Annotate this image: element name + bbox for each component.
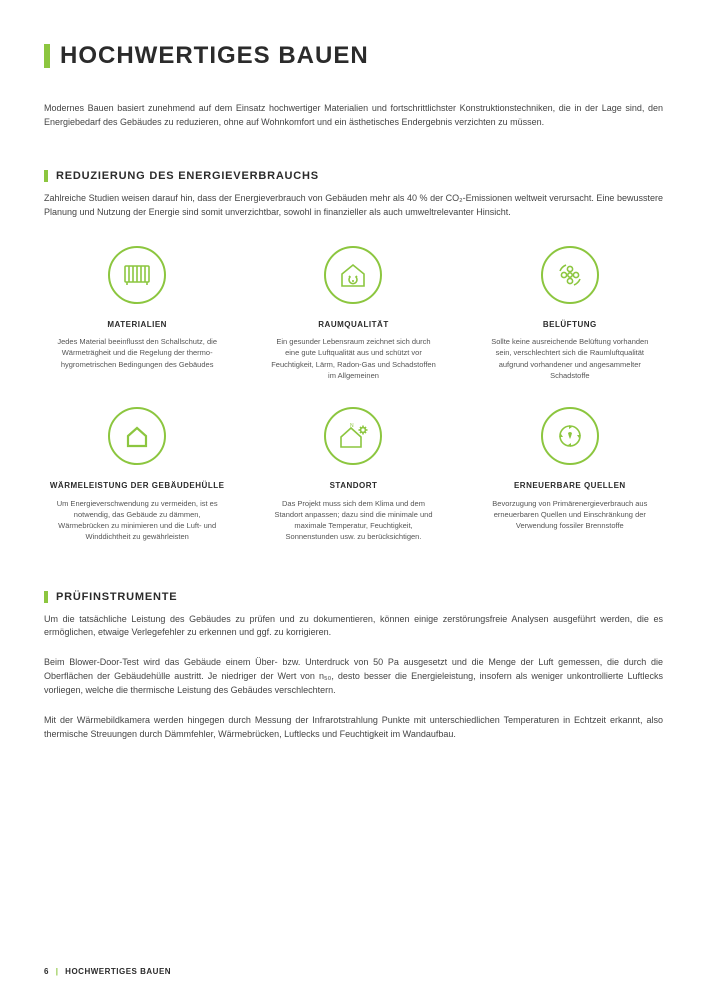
page-title: HOCHWERTIGES BAUEN bbox=[44, 42, 663, 70]
house-sun-compass-icon: N bbox=[324, 407, 382, 465]
accent-bar-small bbox=[44, 170, 48, 182]
house-outline-icon bbox=[108, 407, 166, 465]
features-grid: MATERIALIEN Jedes Material beeinflusst d… bbox=[44, 246, 663, 543]
accent-bar bbox=[44, 44, 50, 68]
svg-text:N: N bbox=[350, 423, 354, 429]
feature-title: STANDORT bbox=[330, 481, 378, 491]
feature-waermeleistung: WÄRMELEISTUNG DER GEBÄUDEHÜLLE Um Energi… bbox=[44, 407, 230, 542]
feature-desc: Ein gesunder Lebensraum zeichnet sich du… bbox=[268, 336, 438, 381]
feature-title: WÄRMELEISTUNG DER GEBÄUDEHÜLLE bbox=[50, 481, 225, 491]
fan-icon bbox=[541, 246, 599, 304]
feature-belueftung: BELÜFTUNG Sollte keine ausreichende Belü… bbox=[477, 246, 663, 381]
renewable-cycle-icon bbox=[541, 407, 599, 465]
section-energy-title: REDUZIERUNG DES ENERGIEVERBRAUCHS bbox=[44, 170, 663, 182]
feature-materialien: MATERIALIEN Jedes Material beeinflusst d… bbox=[44, 246, 230, 381]
feature-desc: Das Projekt muss sich dem Klima und dem … bbox=[268, 498, 438, 543]
section2-p1: Um die tatsächliche Leistung des Gebäude… bbox=[44, 613, 663, 641]
intro-paragraph: Modernes Bauen basiert zunehmend auf dem… bbox=[44, 102, 663, 130]
feature-raumqualitaet: RAUMQUALITÄT Ein gesunder Lebensraum zei… bbox=[260, 246, 446, 381]
house-recycle-icon bbox=[324, 246, 382, 304]
feature-desc: Um Energieverschwendung zu vermeiden, is… bbox=[52, 498, 222, 543]
radiator-icon bbox=[108, 246, 166, 304]
feature-desc: Bevorzugung von Primärenergieverbrauch a… bbox=[485, 498, 655, 532]
feature-desc: Sollte keine ausreichende Belüftung vorh… bbox=[485, 336, 655, 381]
feature-title: MATERIALIEN bbox=[107, 320, 167, 330]
footer-divider: | bbox=[56, 967, 59, 976]
section1-intro: Zahlreiche Studien weisen darauf hin, da… bbox=[44, 192, 663, 220]
title-text: HOCHWERTIGES BAUEN bbox=[60, 42, 369, 70]
page-footer: 6 | HOCHWERTIGES BAUEN bbox=[44, 967, 171, 976]
feature-title: BELÜFTUNG bbox=[543, 320, 597, 330]
footer-label: HOCHWERTIGES BAUEN bbox=[65, 967, 171, 976]
feature-erneuerbare: ERNEUERBARE QUELLEN Bevorzugung von Prim… bbox=[477, 407, 663, 542]
section1-title-text: REDUZIERUNG DES ENERGIEVERBRAUCHS bbox=[56, 170, 319, 182]
feature-title: ERNEUERBARE QUELLEN bbox=[514, 481, 626, 491]
feature-standort: N STANDORT Das Projekt muss sich dem Kli… bbox=[260, 407, 446, 542]
section2-title-text: PRÜFINSTRUMENTE bbox=[56, 591, 177, 603]
footer-page: 6 bbox=[44, 967, 49, 976]
feature-title: RAUMQUALITÄT bbox=[318, 320, 388, 330]
feature-desc: Jedes Material beeinflusst den Schallsch… bbox=[52, 336, 222, 370]
section-instruments-title: PRÜFINSTRUMENTE bbox=[44, 591, 663, 603]
accent-bar-small bbox=[44, 591, 48, 603]
section2-p2: Beim Blower-Door-Test wird das Gebäude e… bbox=[44, 656, 663, 698]
section2-p3: Mit der Wärmebildkamera werden hingegen … bbox=[44, 714, 663, 742]
